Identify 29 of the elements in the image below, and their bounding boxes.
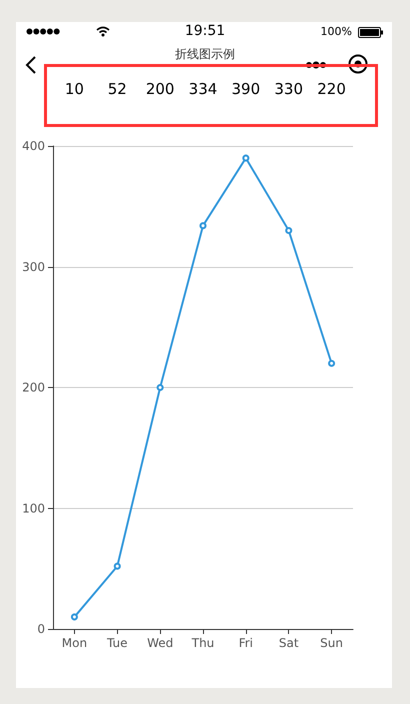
x-tick-label: Wed — [147, 636, 174, 650]
data-label: 10 — [64, 80, 85, 98]
y-tick-label: 300 — [22, 260, 45, 274]
point — [156, 384, 164, 391]
data-label: 390 — [230, 80, 262, 98]
x-tick-label: Tue — [106, 636, 128, 650]
y-tick-label: 200 — [22, 380, 45, 394]
text: 19:51 — [184, 23, 226, 39]
data-label: 200 — [144, 80, 176, 98]
chart-title: 折线图示例 — [174, 46, 236, 63]
point — [70, 613, 78, 620]
point — [200, 222, 206, 230]
y-tick-label: 0 — [37, 622, 45, 636]
data-label: 330 — [273, 80, 304, 98]
y-tick-label: 100 — [22, 501, 45, 516]
x-tick-label: Thu — [190, 636, 214, 650]
data-label: 220 — [316, 80, 347, 98]
point — [328, 360, 336, 367]
point — [114, 562, 121, 570]
point — [242, 154, 250, 162]
data-label: 334 — [188, 80, 218, 98]
y-tick-label: 400 — [22, 139, 45, 153]
x-tick-label: Mon — [62, 636, 88, 650]
x-tick-label: Fri — [238, 636, 254, 650]
x-tick-label: Sun — [320, 636, 343, 650]
x-tick-label: Sat — [278, 636, 299, 650]
data-label: 52 — [106, 80, 128, 98]
point — [285, 227, 292, 234]
text: 100% — [320, 25, 352, 38]
